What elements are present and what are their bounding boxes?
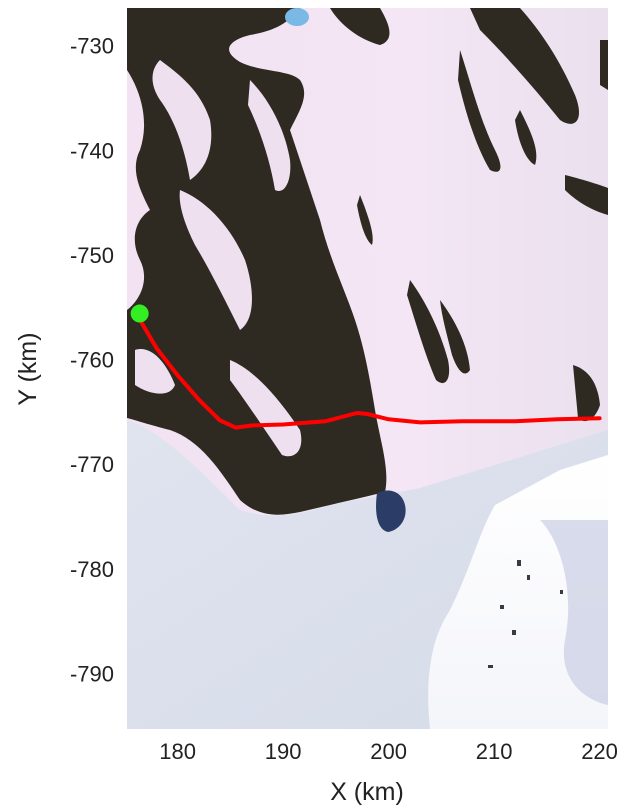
x-tick-label: 220	[581, 739, 618, 764]
x-tick-label: 200	[370, 739, 407, 764]
snow-patch	[135, 349, 175, 394]
x-tick-label: 180	[159, 739, 196, 764]
y-tick-label: -780	[70, 557, 114, 582]
blue-rock-outcrop	[376, 490, 406, 532]
satellite-imagery-background	[127, 8, 608, 729]
snow-patch	[152, 60, 212, 180]
ice-specks	[488, 560, 563, 668]
rock-streak	[470, 8, 580, 124]
melt-pond	[285, 8, 309, 26]
x-tick-label: 210	[476, 739, 513, 764]
x-tick-label: 190	[265, 739, 302, 764]
y-axis: -730 -740 -750 -760 -770 -780 -790	[70, 34, 114, 687]
rock-streak	[458, 50, 501, 172]
track-layer	[130, 304, 602, 430]
y-axis-title: Y (km)	[14, 332, 42, 405]
y-tick-label: -740	[70, 138, 114, 163]
snow-patch	[179, 190, 252, 330]
blue-ice-shadow	[540, 520, 608, 705]
y-tick-label: -760	[70, 348, 114, 373]
snow-patch	[230, 360, 302, 457]
y-tick-label: -770	[70, 452, 114, 477]
x-axis-title: X (km)	[330, 778, 404, 806]
rock-streak	[515, 110, 537, 165]
rock-streak	[573, 365, 600, 422]
y-tick-label: -790	[70, 662, 114, 687]
snow-patch	[248, 80, 291, 191]
rock-streak	[600, 40, 608, 90]
start-marker	[130, 304, 149, 323]
rock-streak	[565, 175, 608, 215]
rock-streak	[407, 280, 450, 384]
rock-streak	[330, 8, 390, 45]
x-axis: 180 190 200 210 220	[159, 739, 618, 764]
y-tick-label: -750	[70, 243, 114, 268]
y-tick-label: -730	[70, 34, 114, 59]
rock-streak	[357, 195, 373, 245]
survey-track-line	[139, 321, 602, 430]
rock-streak	[440, 300, 470, 374]
